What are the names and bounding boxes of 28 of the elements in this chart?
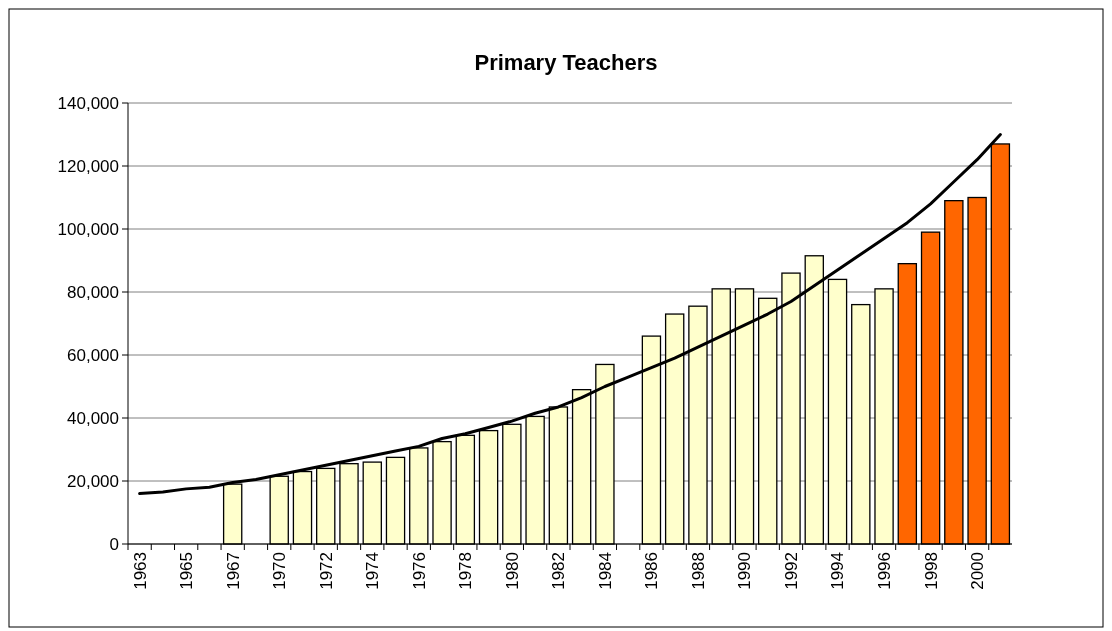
x-tick-label: 1994 — [828, 552, 848, 590]
x-tick-label: 1965 — [177, 552, 197, 590]
chart-title: Primary Teachers — [474, 50, 658, 75]
y-tick-label: 60,000 — [67, 345, 119, 365]
x-tick-label: 1974 — [363, 552, 383, 590]
y-tick-label: 80,000 — [67, 282, 119, 302]
x-tick-label: 2000 — [968, 552, 988, 590]
x-tick-label: 1980 — [502, 552, 522, 590]
x-tick-label: 1976 — [409, 552, 429, 590]
x-tick-label: 1967 — [223, 552, 243, 590]
y-tick-label: 0 — [109, 534, 119, 554]
y-tick-label: 40,000 — [67, 408, 119, 428]
x-tick-label: 1988 — [688, 552, 708, 590]
y-tick-label: 120,000 — [57, 156, 119, 176]
x-tick-label: 1990 — [735, 552, 755, 590]
x-tick-label: 1996 — [875, 552, 894, 590]
y-tick-label: 100,000 — [57, 219, 119, 239]
x-tick-label: 1986 — [642, 552, 662, 590]
x-tick-label: 1984 — [595, 552, 615, 590]
x-tick-label: 1963 — [130, 552, 150, 590]
x-tick-label: 1992 — [781, 552, 801, 590]
x-tick-label: 1998 — [921, 552, 941, 590]
x-tick-label: 1982 — [549, 552, 569, 590]
x-tick-label: 1972 — [316, 552, 336, 590]
y-tick-label: 20,000 — [67, 471, 119, 491]
x-tick-label: 1970 — [270, 552, 290, 590]
x-tick-label: 1978 — [456, 552, 476, 590]
y-tick-label: 140,000 — [57, 93, 119, 113]
